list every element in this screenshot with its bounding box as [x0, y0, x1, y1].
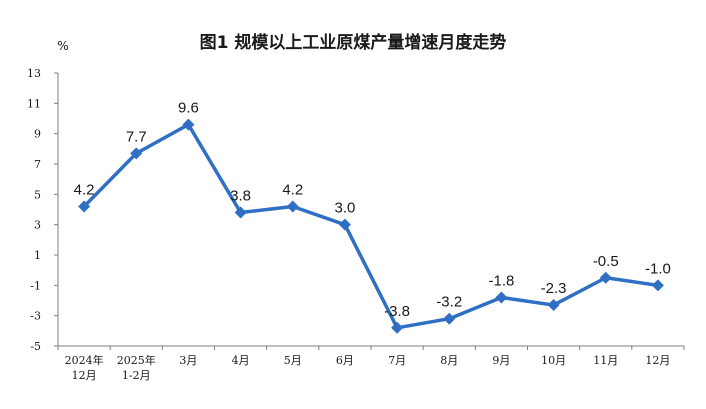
data-label: -3.8 — [384, 303, 410, 320]
data-point-marker — [651, 279, 664, 292]
data-label: 3.0 — [334, 200, 355, 217]
data-labels: 4.2 7.7 9.6 3.8 4.2 3.0 -3.8 -3.2 -1.8 -2.3 -0.5 -1… — [74, 100, 671, 320]
x-tick-label: 8月 — [440, 354, 458, 367]
y-tick-label: 11 — [27, 97, 41, 110]
x-tick-label: 4月 — [232, 354, 250, 367]
data-point-marker — [234, 206, 247, 219]
x-tick-labels: 2024年 12月 2025年 1-2月 3月 4月 5月 6月 7月 8月 9月 10月 11月 12月 — [65, 353, 671, 382]
data-label: 7.7 — [126, 128, 147, 145]
y-tick-label: 1 — [34, 249, 41, 262]
x-tick-label: 12月 — [645, 354, 670, 367]
x-tick-label: 10月 — [541, 354, 566, 367]
x-tick-label: 2025年 1-2月 — [117, 353, 156, 382]
data-point-marker — [130, 147, 143, 160]
x-tick-label: 9月 — [492, 354, 510, 367]
data-label: 4.2 — [282, 181, 303, 198]
y-tick-label: 9 — [34, 128, 41, 141]
data-point-marker — [495, 291, 508, 304]
data-label: -2.3 — [541, 280, 567, 297]
data-point-marker — [391, 321, 404, 334]
data-label: 4.2 — [74, 181, 95, 198]
data-point-marker — [443, 312, 456, 325]
series-line — [82, 122, 659, 330]
x-tick-label: 3月 — [179, 354, 197, 367]
series-markers — [78, 118, 664, 334]
y-axis-unit: % — [57, 39, 68, 53]
x-tick-label: 6月 — [336, 354, 354, 367]
data-point-marker — [286, 200, 299, 213]
x-tick-label: 11月 — [593, 354, 618, 367]
data-label: -0.5 — [593, 253, 619, 270]
data-label: -3.2 — [436, 294, 462, 311]
x-tick-label: 2024年 12月 — [65, 353, 104, 382]
y-tick-label: 5 — [34, 188, 41, 201]
x-tick-label: 5月 — [284, 354, 302, 367]
data-label: 3.8 — [230, 188, 251, 205]
data-point-marker — [182, 118, 195, 131]
y-tick-label: 3 — [34, 219, 41, 232]
y-tick-label: 13 — [27, 67, 41, 80]
data-point-marker — [547, 299, 560, 312]
data-point-marker — [78, 200, 91, 213]
y-tick-label: -1 — [30, 279, 41, 292]
axes — [54, 72, 685, 350]
data-label: 9.6 — [178, 100, 199, 117]
data-label: -1.0 — [645, 260, 671, 277]
y-tick-label: 7 — [34, 158, 41, 171]
data-point-marker — [599, 271, 612, 284]
y-tick-label: -3 — [30, 310, 41, 323]
y-tick-labels: 13 11 9 7 5 3 1 -1 -3 -5 — [27, 67, 41, 353]
data-label: -1.8 — [488, 272, 514, 289]
x-tick-label: 7月 — [388, 354, 406, 367]
y-tick-label: -5 — [30, 340, 41, 353]
data-point-marker — [338, 218, 351, 231]
chart-title: 图1 规模以上工业原煤产量增速月度走势 — [200, 32, 507, 53]
series-line-path — [82, 122, 659, 330]
